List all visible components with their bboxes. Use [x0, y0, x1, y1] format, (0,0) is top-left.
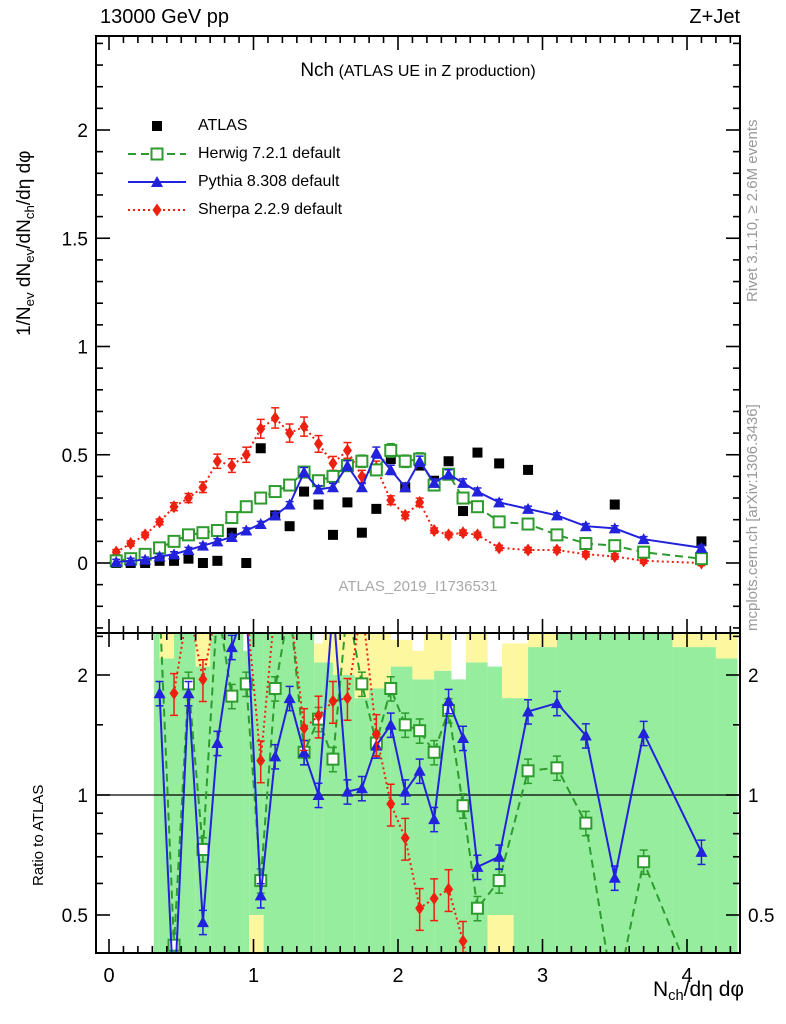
plot-title-paren: (ATLAS UE in Z production): [338, 63, 536, 80]
beam-energy-label: 13000 GeV pp: [100, 6, 229, 28]
band-green-column: [322, 662, 333, 953]
series-pythia: [110, 446, 708, 567]
band-yellow-column: [369, 633, 391, 689]
band-yellow-column: [434, 633, 452, 671]
band-green-column: [528, 647, 557, 953]
band-yellow-column: [502, 915, 514, 953]
ratio-series-sherpa: [169, 633, 468, 953]
label-subscript: ev: [21, 248, 37, 263]
band-green-column: [249, 633, 264, 915]
svg-text:1: 1: [248, 965, 259, 987]
svg-text:2: 2: [77, 121, 88, 142]
label-subscript: ev: [21, 292, 37, 307]
legend-label-sherpa: Sherpa 2.2.9 default: [198, 201, 343, 218]
svg-text:3: 3: [537, 965, 548, 987]
label-subscript: ch: [21, 205, 37, 220]
svg-text:0: 0: [103, 965, 114, 987]
band-yellow-column: [502, 643, 514, 699]
svg-text:4: 4: [681, 965, 692, 987]
band-yellow-column: [195, 633, 211, 667]
legend-marker-atlas: [152, 121, 162, 131]
band-green-column: [465, 662, 488, 953]
legend-label-atlas: ATLAS: [198, 117, 248, 134]
band-green-column: [556, 633, 673, 953]
band-yellow-column: [513, 643, 529, 699]
band-green-column: [424, 679, 435, 953]
band-green-column: [513, 698, 529, 953]
band-green-column: [332, 675, 355, 953]
svg-text:0.5: 0.5: [62, 906, 88, 927]
legend-marker-pythia: [128, 176, 186, 187]
label-text: /dη dφ: [683, 978, 744, 1001]
svg-text:2: 2: [77, 666, 88, 687]
x-axis-label: Nch/dη dφ: [96, 978, 744, 1004]
label-text: /dη dφ: [14, 150, 35, 206]
label-subscript: ch: [668, 988, 684, 1004]
label-text: /dN: [14, 219, 35, 249]
svg-text:1: 1: [77, 338, 88, 359]
band-yellow-column: [715, 633, 738, 659]
band-green-column: [672, 647, 716, 953]
band-green-column: [390, 666, 413, 953]
svg-text:0: 0: [77, 554, 88, 575]
band-yellow-column: [465, 633, 488, 663]
svg-text:1: 1: [77, 786, 88, 807]
band-yellow-column: [487, 915, 503, 953]
band-green-column: [502, 698, 514, 915]
legend-label-herwig: Herwig 7.2.1 default: [198, 145, 341, 162]
legend-item-atlas: ATLAS: [126, 112, 342, 140]
legend-item-herwig: Herwig 7.2.1 default: [126, 140, 342, 168]
legend: ATLAS Herwig 7.2.1 default Pythia 8.308 de…: [126, 112, 342, 224]
band-yellow-column: [672, 633, 716, 648]
band-green-column: [354, 698, 370, 953]
band-yellow-column: [412, 650, 425, 680]
band-yellow-column: [322, 633, 333, 663]
legend-item-sherpa: Sherpa 2.2.9 default: [126, 196, 342, 224]
band-yellow-column: [314, 643, 323, 663]
legend-label-pythia: Pythia 8.308 default: [198, 173, 340, 190]
legend-marker-sherpa: [128, 203, 186, 217]
legend-marker-herwig: [128, 147, 186, 161]
band-green-column: [412, 679, 425, 953]
ratio-y-axis-label: Ratio to ATLAS: [30, 784, 47, 886]
label-text: N: [652, 978, 669, 1001]
ratio-uncertainty-bands: [153, 633, 738, 953]
plot-title-main: Nch: [300, 60, 335, 81]
band-yellow-column: [159, 633, 175, 659]
label-text: dN: [14, 262, 35, 293]
band-green-column: [434, 670, 452, 953]
axis-tick-labels: 0 0.5 1 1.5 2 0.5 0.5 1 1 2 2 0 1 2 3 4: [62, 121, 775, 987]
label-text: 1/N: [14, 306, 35, 336]
axis-ticks: [96, 36, 740, 953]
band-green-column: [153, 633, 160, 953]
band-green-column: [243, 650, 250, 953]
band-yellow-column: [249, 915, 264, 953]
svg-text:0.5: 0.5: [748, 906, 774, 927]
plot-title: Nch (ATLAS UE in Z production): [96, 60, 740, 82]
main-y-axis-label: 1/Nev dNev/dNch/dη dφ: [14, 151, 37, 336]
svg-text:1: 1: [748, 786, 759, 807]
rivet-version-note: Rivet 3.1.10, ≥ 2.6M events: [744, 119, 761, 303]
ratio-panel-border: [95, 632, 741, 954]
svg-text:2: 2: [392, 965, 403, 987]
band-yellow-column: [390, 639, 413, 667]
band-green-column: [715, 658, 738, 953]
legend-item-pythia: Pythia 8.308 default: [126, 168, 342, 196]
analysis-id-watermark: ATLAS_2019_I1736531: [338, 578, 498, 595]
process-label: Z+Jet: [689, 6, 740, 28]
ratio-series-pythia: [153, 633, 708, 953]
svg-text:2: 2: [748, 666, 759, 687]
svg-text:0.5: 0.5: [62, 446, 88, 467]
svg-text:1.5: 1.5: [62, 229, 88, 250]
band-yellow-column: [424, 633, 435, 680]
band-green-column: [369, 688, 391, 953]
mcplots-source-note: mcplots.cern.ch [arXiv:1306.3436]: [744, 404, 761, 631]
